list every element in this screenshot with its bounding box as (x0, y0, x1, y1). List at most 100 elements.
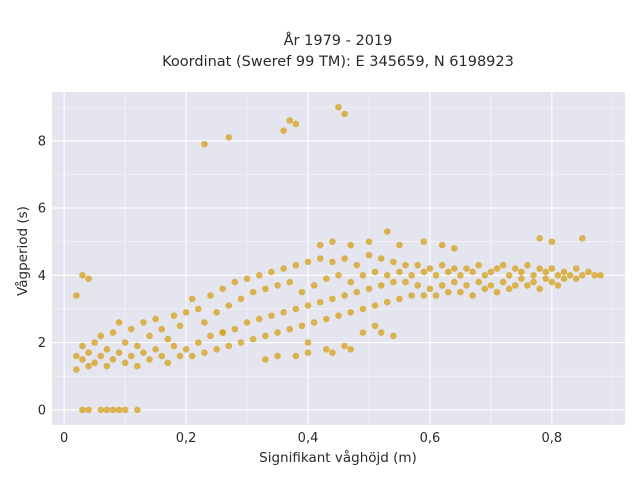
data-point (329, 295, 336, 303)
data-point (524, 282, 531, 289)
x-tick-label: 0 (60, 431, 68, 446)
data-point (469, 268, 476, 276)
y-tick-label: 8 (38, 134, 46, 149)
data-point (347, 309, 354, 316)
data-point (335, 103, 342, 111)
chart-title: År 1979 - 2019 (284, 32, 393, 49)
data-point (219, 329, 226, 336)
data-point (274, 329, 281, 336)
data-point (438, 282, 446, 289)
data-point (335, 272, 342, 279)
data-point (280, 265, 287, 272)
y-tick-label: 6 (38, 202, 46, 217)
data-point (304, 349, 312, 356)
data-point (365, 251, 373, 259)
data-point (121, 406, 129, 414)
data-point (298, 288, 306, 296)
data-point (548, 278, 556, 286)
data-point (182, 309, 190, 316)
data-point (457, 272, 464, 279)
data-point (73, 352, 80, 360)
data-point (335, 312, 342, 319)
data-point (548, 238, 556, 245)
plot-area (52, 92, 625, 425)
data-point (201, 349, 208, 356)
data-point (121, 339, 129, 346)
data-point (524, 261, 531, 269)
data-point (451, 278, 458, 286)
data-point (249, 288, 257, 296)
data-point (390, 258, 397, 266)
data-point (85, 275, 92, 282)
data-point (542, 275, 550, 282)
data-point (176, 352, 184, 360)
data-point (420, 268, 428, 276)
data-point (438, 261, 446, 269)
data-point (268, 268, 275, 276)
data-point (481, 285, 489, 293)
data-point (91, 359, 98, 367)
data-point (432, 292, 440, 299)
data-point (377, 282, 385, 289)
data-point (530, 278, 537, 286)
data-point (341, 292, 348, 299)
data-point (225, 342, 233, 350)
data-point (518, 275, 525, 282)
data-point (280, 309, 287, 316)
data-point (97, 406, 105, 414)
data-point (134, 342, 141, 350)
data-point (255, 272, 263, 279)
data-point (109, 329, 117, 336)
data-point (103, 346, 111, 353)
data-point (79, 342, 86, 350)
data-point (396, 295, 403, 303)
data-point (396, 241, 403, 249)
data-point (579, 272, 586, 279)
y-tick-label: 4 (38, 269, 46, 284)
data-point (292, 305, 300, 313)
data-point (536, 285, 543, 293)
data-point (329, 238, 336, 245)
data-point (225, 134, 233, 141)
y-tick-label: 0 (38, 403, 46, 418)
data-point (499, 261, 507, 269)
data-point (243, 319, 251, 326)
data-point (359, 329, 367, 336)
data-point (554, 282, 562, 289)
data-point (408, 292, 415, 299)
data-point (115, 319, 123, 326)
data-point (158, 325, 166, 333)
data-point (85, 406, 92, 414)
data-point (383, 298, 391, 306)
data-point (225, 302, 233, 309)
data-point (316, 298, 324, 306)
data-point (499, 278, 507, 286)
data-point (359, 272, 367, 279)
data-point (402, 261, 409, 269)
data-point (542, 268, 550, 276)
y-axis-ticks: 0 2 4 6 8 (38, 134, 46, 418)
data-point (316, 255, 324, 262)
data-point (170, 342, 178, 350)
data-point (97, 352, 105, 360)
data-point (566, 272, 574, 279)
data-point (414, 261, 422, 269)
data-point (268, 312, 275, 319)
data-point (207, 292, 214, 299)
x-tick-label: 0,6 (420, 431, 441, 446)
data-point (127, 325, 135, 333)
data-point (79, 406, 86, 414)
data-point (115, 406, 123, 414)
data-point (310, 319, 318, 326)
data-point (585, 268, 592, 276)
data-point (371, 322, 379, 330)
data-point (274, 282, 281, 289)
data-point (231, 278, 239, 286)
data-point (109, 406, 117, 414)
data-point (323, 346, 330, 353)
data-point (91, 339, 98, 346)
data-point (140, 319, 147, 326)
data-point (505, 285, 513, 293)
data-point (274, 352, 281, 360)
data-point (457, 288, 464, 296)
